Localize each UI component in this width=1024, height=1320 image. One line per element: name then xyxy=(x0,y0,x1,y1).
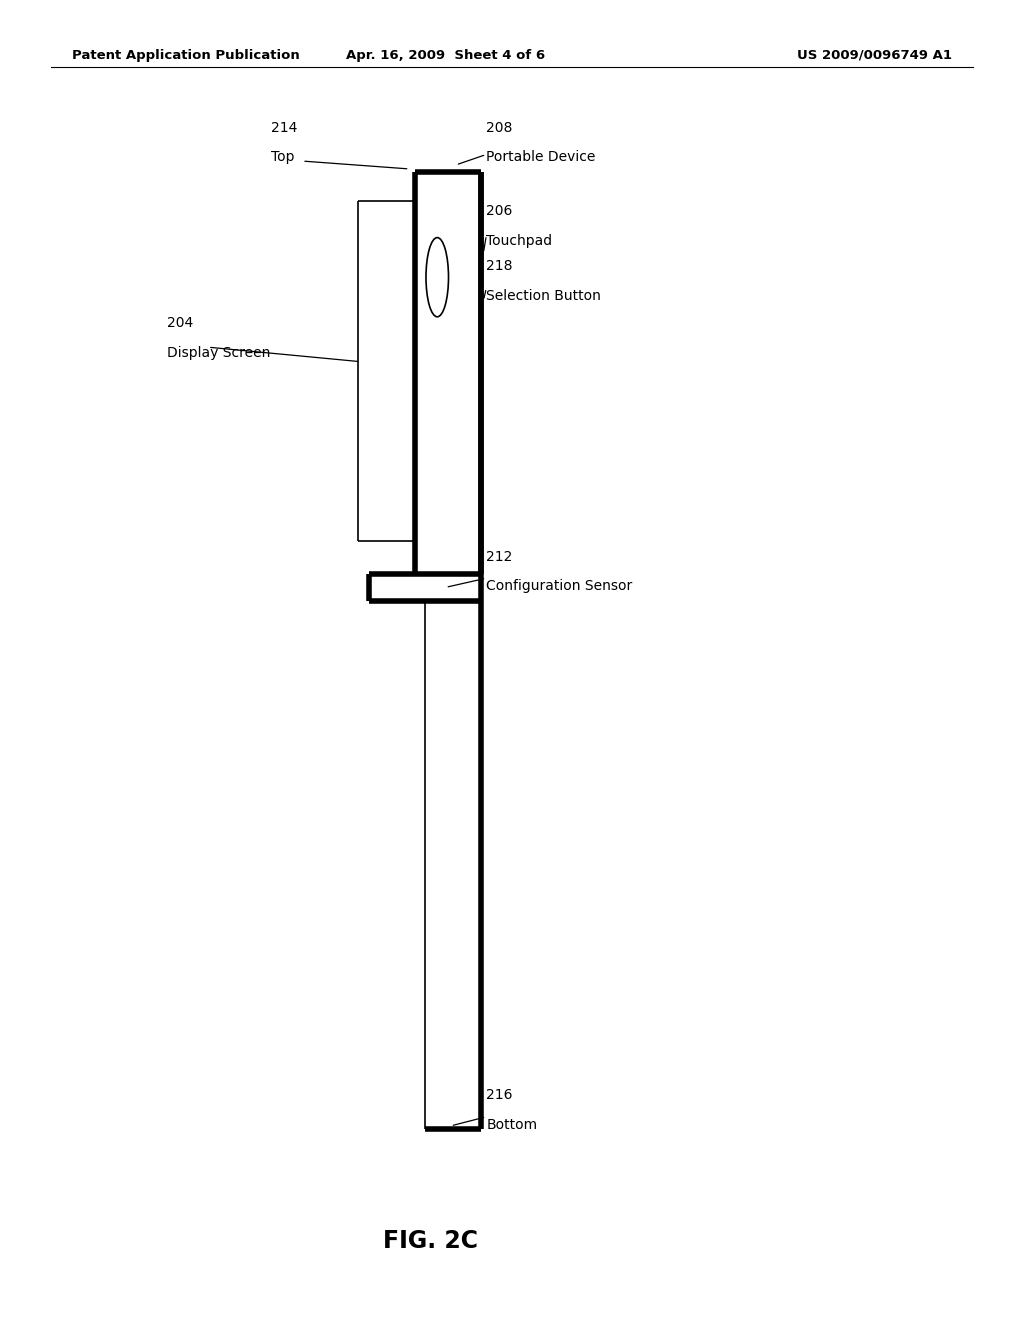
Text: Selection Button: Selection Button xyxy=(486,289,601,304)
Text: 218: 218 xyxy=(486,259,513,273)
Text: 206: 206 xyxy=(486,203,513,218)
Text: FIG. 2C: FIG. 2C xyxy=(383,1229,477,1253)
Text: Configuration Sensor: Configuration Sensor xyxy=(486,579,633,594)
Text: Bottom: Bottom xyxy=(486,1118,538,1133)
Text: Apr. 16, 2009  Sheet 4 of 6: Apr. 16, 2009 Sheet 4 of 6 xyxy=(346,49,545,62)
Text: Display Screen: Display Screen xyxy=(167,346,270,360)
Text: 204: 204 xyxy=(167,315,194,330)
Text: Patent Application Publication: Patent Application Publication xyxy=(72,49,299,62)
Text: 212: 212 xyxy=(486,549,513,564)
Text: 216: 216 xyxy=(486,1088,513,1102)
Text: Portable Device: Portable Device xyxy=(486,150,596,165)
Text: 208: 208 xyxy=(486,120,513,135)
Text: 214: 214 xyxy=(271,120,298,135)
Text: US 2009/0096749 A1: US 2009/0096749 A1 xyxy=(798,49,952,62)
Text: Touchpad: Touchpad xyxy=(486,234,553,248)
Text: Top: Top xyxy=(271,150,295,165)
